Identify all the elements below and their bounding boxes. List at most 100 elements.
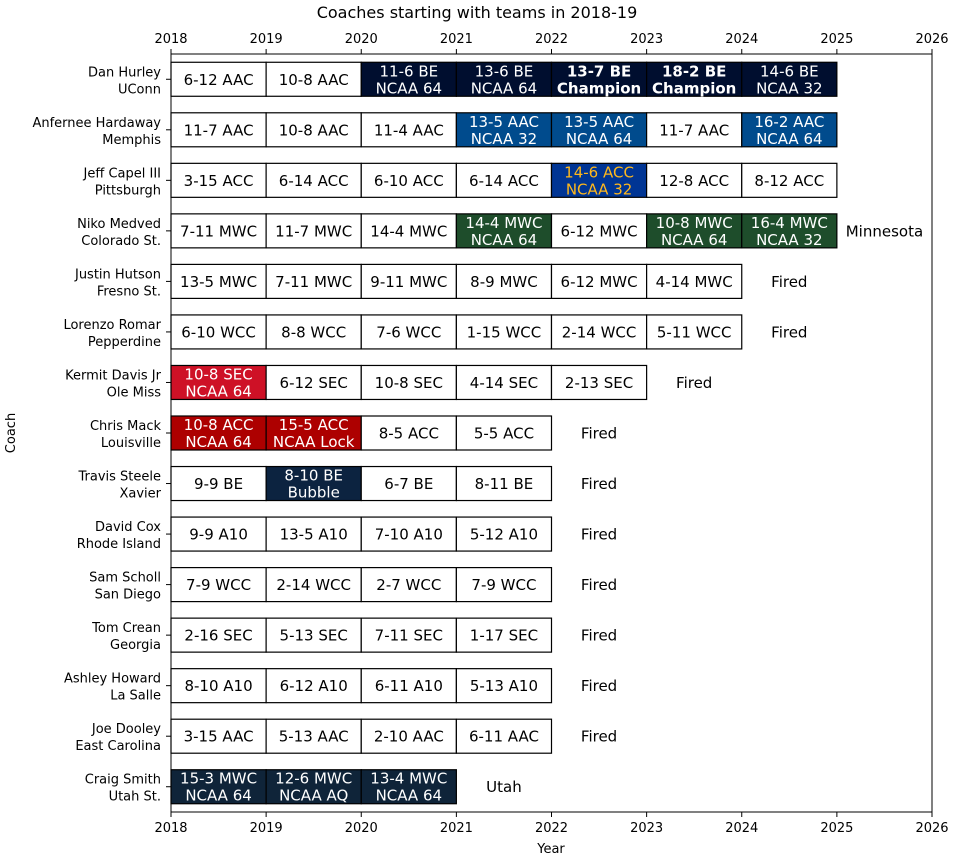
plot-frame xyxy=(170,53,933,813)
coach-label: Anfernee Hardaway Memphis xyxy=(32,116,161,148)
x-tick-label-top: 2023 xyxy=(630,32,663,47)
season-label: 7-11 SEC xyxy=(375,627,443,645)
season-box xyxy=(170,213,267,249)
season-cell: 2-10 AAC xyxy=(360,718,457,754)
coach-row: Travis Steele Xavier 9-9 BE 8-10 BE Bubble 6-… xyxy=(77,465,617,502)
season-box xyxy=(170,617,267,653)
season-label: 14-4 MWC xyxy=(370,222,447,240)
season-box xyxy=(265,617,362,653)
season-record: 11-7 AAC xyxy=(659,121,729,139)
season-label: 7-9 WCC xyxy=(186,576,251,594)
season-label: 10-8 SEC NCAA 64 xyxy=(184,365,252,400)
season-label: 5-12 A10 xyxy=(470,526,538,544)
season-box xyxy=(455,668,553,704)
season-label: 8-12 ACC xyxy=(754,172,824,190)
season-cell: 2-16 SEC xyxy=(170,617,267,653)
season-cell: 12-6 MWC NCAA AQ xyxy=(265,769,362,805)
season-label: 3-15 AAC xyxy=(184,728,254,746)
season-box xyxy=(455,314,553,350)
coach-label: Tom Crean Georgia xyxy=(91,621,161,653)
season-record: 9-11 MWC xyxy=(370,273,447,291)
coach-row: Joe Dooley East Carolina 3-15 AAC 5-13 AAC 2… xyxy=(75,718,617,754)
x-tick-label-top: 2026 xyxy=(915,32,948,47)
season-label: 8-5 ACC xyxy=(379,425,439,443)
season-box xyxy=(550,112,648,148)
coach-label: Lorenzo Romar Pepperdine xyxy=(63,318,161,350)
season-label: 13-5 A10 xyxy=(280,526,348,544)
season-label: 10-8 SEC xyxy=(375,374,443,392)
coach-row: David Cox Rhode Island 9-9 A10 13-5 A10 7-10… xyxy=(77,516,617,552)
season-label: 16-4 MWC NCAA 32 xyxy=(751,214,828,249)
season-box xyxy=(360,516,457,552)
season-box xyxy=(265,415,362,451)
season-record: 3-15 AAC xyxy=(184,728,254,746)
season-cell: 14-4 MWC NCAA 64 xyxy=(455,213,553,249)
season-box xyxy=(646,263,743,299)
season-record: 1-15 WCC xyxy=(467,323,542,341)
season-cell: 6-14 ACC xyxy=(455,162,553,198)
season-record: 6-14 ACC xyxy=(279,172,349,190)
season-box xyxy=(265,668,362,704)
season-label: 14-6 BE NCAA 32 xyxy=(756,62,823,97)
coach-name: Kermit Davis Jr xyxy=(65,368,162,383)
season-record: 6-10 WCC xyxy=(181,323,256,341)
coach-row: Sam Scholl San Diego 7-9 WCC 2-14 WCC 2-7 WC… xyxy=(89,566,617,603)
x-tick-label-top: 2022 xyxy=(535,32,568,47)
coach-row: Niko Medved Colorado St. 7-11 MWC 11-7 MWC 1… xyxy=(77,213,923,249)
coach-row: Chris Mack Louisville 10-8 ACC NCAA 64 15-5 … xyxy=(90,415,617,451)
season-label: 11-7 AAC xyxy=(184,121,254,139)
season-box xyxy=(360,162,457,198)
season-cell: 11-7 AAC xyxy=(170,112,267,148)
coach-row: Kermit Davis Jr Ole Miss 10-8 SEC NCAA 64 6-… xyxy=(65,364,712,401)
season-box xyxy=(455,112,553,148)
season-label: 6-12 A10 xyxy=(280,677,348,695)
season-record: 6-14 ACC xyxy=(469,172,539,190)
season-cell: 7-6 WCC xyxy=(360,314,457,350)
season-label: 5-13 SEC xyxy=(280,627,348,645)
coach-label: Justin Hutson Fresno St. xyxy=(74,267,161,299)
season-cell: 7-9 WCC xyxy=(455,566,553,603)
season-label: 6-11 AAC xyxy=(469,728,539,746)
season-record: 5-11 WCC xyxy=(657,323,732,341)
season-record: 16-4 MWC xyxy=(751,214,828,232)
season-box xyxy=(360,213,457,249)
coach-team: Colorado St. xyxy=(81,234,161,249)
season-label: 2-7 WCC xyxy=(376,576,441,594)
coach-row: Anfernee Hardaway Memphis 11-7 AAC 10-8 AAC… xyxy=(32,112,838,148)
season-record: 6-10 ACC xyxy=(374,172,444,190)
season-cell: 6-11 AAC xyxy=(455,718,553,754)
season-record: 9-9 BE xyxy=(194,475,243,493)
season-result: Champion xyxy=(652,79,736,97)
coach-name: Chris Mack xyxy=(90,419,162,434)
axes: 2018 2018 2019 2019 2020 2020 2021 2021 2022 2022… xyxy=(154,32,948,836)
x-tick-label-top: 2024 xyxy=(725,32,758,47)
season-cell: 14-6 ACC NCAA 32 xyxy=(550,162,648,198)
season-box xyxy=(170,516,267,552)
season-box xyxy=(265,61,362,97)
coach-name: Jeff Capel III xyxy=(83,166,161,181)
season-record: 5-13 AAC xyxy=(279,728,349,746)
season-record: 9-9 A10 xyxy=(189,526,248,544)
season-label: 9-11 MWC xyxy=(370,273,447,291)
season-cell: 2-13 SEC xyxy=(550,364,648,401)
season-box xyxy=(741,162,838,198)
season-box xyxy=(550,61,648,97)
season-record: 13-5 A10 xyxy=(280,526,348,544)
coach-outcome: Fired xyxy=(771,273,807,291)
season-cell: 14-6 BE NCAA 32 xyxy=(741,61,838,97)
season-box xyxy=(455,364,553,401)
season-cell: 6-12 SEC xyxy=(265,364,362,401)
season-cell: 9-11 MWC xyxy=(360,263,457,299)
season-label: 7-11 MWC xyxy=(275,273,352,291)
season-record: 2-13 SEC xyxy=(565,374,633,392)
coach-team: Rhode Island xyxy=(77,537,161,552)
season-cell: 15-5 ACC NCAA Lock xyxy=(265,415,362,451)
season-record: 13-5 MWC xyxy=(180,273,257,291)
coach-team: Memphis xyxy=(102,133,161,148)
season-record: 14-4 MWC xyxy=(465,214,542,232)
coach-label: Kermit Davis Jr Ole Miss xyxy=(65,368,162,400)
coach-label: Dan Hurley UConn xyxy=(88,65,161,97)
season-record: 6-12 AAC xyxy=(184,71,254,89)
season-record: 8-8 WCC xyxy=(281,323,346,341)
